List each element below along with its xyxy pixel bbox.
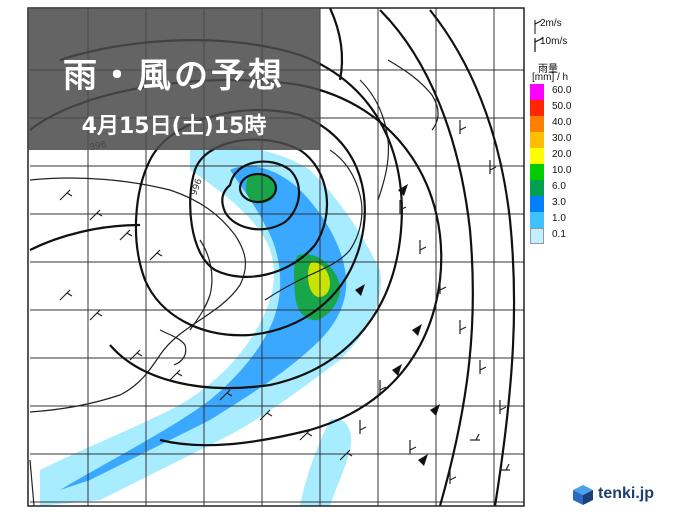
legend-level: 30.0 [530,132,590,148]
legend-swatch [530,196,544,212]
coastlines [29,59,439,507]
legend-level: 50.0 [530,100,590,116]
legend-swatch [530,116,544,132]
legend-swatch [530,228,544,244]
legend-level: 60.0 [530,84,590,100]
legend-label: 10.0 [552,165,572,176]
wind-barbs [59,120,510,484]
legend-swatch [530,100,544,116]
brand-name: tenki.jp [598,485,655,502]
wind-small-label: 2m/s [540,18,562,29]
legend-swatch [530,132,544,148]
legend-level: 3.0 [530,196,590,212]
legend-level: 0.1 [530,228,590,244]
legend-level: 1.0 [530,212,590,228]
legend-level: 40.0 [530,116,590,132]
legend-level: 6.0 [530,180,590,196]
legend-label: 1.0 [552,213,566,224]
legend-label: 50.0 [552,101,572,112]
precipitation-legend: 2m/s 10m/s 雨量 [mm] / h 60.0 50.0 40.0 30… [530,18,590,268]
legend-title: 雨量 [538,64,558,75]
legend-swatch [530,164,544,180]
legend-label: 20.0 [552,149,572,160]
legend-label: 30.0 [552,133,572,144]
legend-swatch [530,84,544,100]
wind-barb-icon [534,20,544,52]
legend-swatch [530,148,544,164]
legend-label: 40.0 [552,117,572,128]
wind-flags [355,184,440,466]
title-panel: 雨・風の予想 4月15日(土)15時 [28,8,320,150]
forecast-date: 4月15日(土)15時 [81,114,267,139]
legend-level: 10.0 [530,164,590,180]
legend-label: 3.0 [552,197,566,208]
legend-label: 0.1 [552,229,566,240]
legend-unit: [mm] / h [532,72,569,83]
tenki-cube-icon [573,485,593,505]
legend-label: 60.0 [552,85,572,96]
wind-large-label: 10m/s [540,36,568,47]
rain-area [40,146,381,506]
legend-level: 20.0 [530,148,590,164]
legend-swatch [530,180,544,196]
map-title: 雨・風の予想 [63,56,285,96]
legend-label: 6.0 [552,181,566,192]
legend-swatch [530,212,544,228]
